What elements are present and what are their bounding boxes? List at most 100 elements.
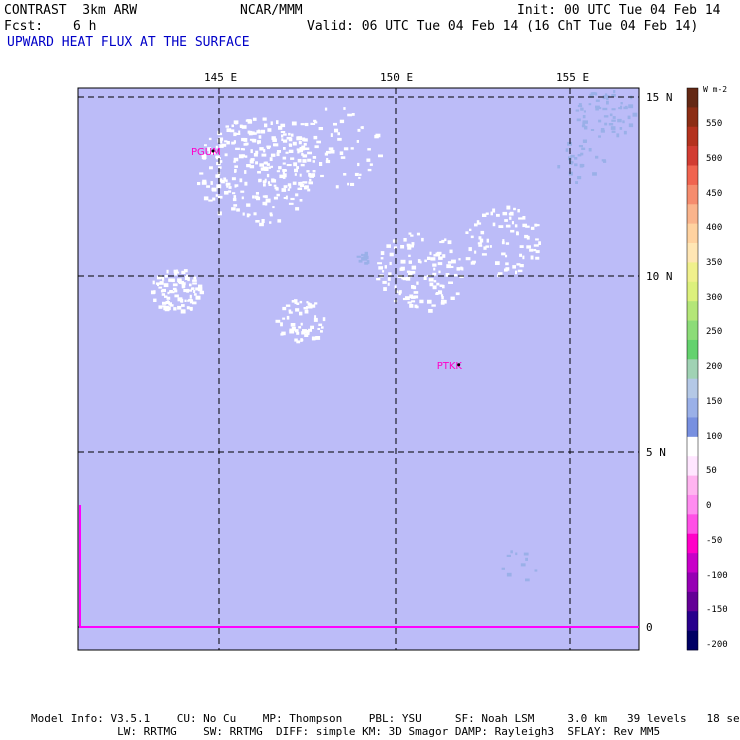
flux-cell bbox=[281, 134, 284, 138]
model-info-line1: Model Info: V3.5.1 CU: No Cu MP: Thompso… bbox=[31, 712, 740, 725]
flux-cell bbox=[421, 237, 424, 242]
colorbar-label: 450 bbox=[706, 188, 723, 199]
flux-cell bbox=[604, 122, 608, 126]
flux-cell bbox=[512, 265, 516, 269]
flux-cell bbox=[411, 271, 416, 274]
flux-cell bbox=[411, 265, 417, 270]
flux-cell bbox=[167, 291, 170, 295]
model-title: CONTRAST 3km ARW bbox=[4, 3, 138, 18]
flux-cell bbox=[413, 295, 419, 299]
flux-cell bbox=[283, 147, 286, 150]
flux-cell bbox=[523, 552, 529, 556]
flux-cell bbox=[482, 213, 487, 217]
flux-cell bbox=[207, 147, 212, 151]
flux-cell bbox=[516, 263, 521, 266]
flux-cell bbox=[611, 94, 616, 97]
colorbar-swatch bbox=[687, 281, 698, 302]
flux-cell bbox=[206, 185, 210, 188]
flux-cell bbox=[515, 552, 518, 556]
org-label: NCAR/MMM bbox=[240, 3, 303, 18]
flux-cell bbox=[228, 186, 232, 189]
flux-cell bbox=[201, 155, 207, 159]
flux-cell bbox=[298, 326, 302, 329]
flux-cell bbox=[595, 105, 600, 109]
colorbar-frame bbox=[686, 87, 699, 651]
flux-cell bbox=[380, 251, 385, 255]
flux-cell bbox=[224, 153, 228, 157]
colorbar-swatch bbox=[687, 320, 698, 341]
colorbar-swatch bbox=[687, 184, 698, 205]
flux-cell bbox=[177, 278, 182, 283]
flux-cell bbox=[233, 160, 236, 163]
flux-cell bbox=[282, 169, 287, 172]
flux-cell bbox=[470, 235, 474, 239]
flux-cell bbox=[289, 329, 295, 334]
flux-cell bbox=[485, 245, 489, 248]
flux-cell bbox=[253, 212, 257, 216]
flux-cell bbox=[400, 259, 406, 264]
flux-cell bbox=[282, 171, 285, 175]
flux-cell bbox=[286, 136, 292, 140]
flux-cell bbox=[601, 159, 606, 162]
flux-cell bbox=[282, 306, 287, 311]
flux-cell bbox=[229, 129, 235, 133]
flux-cell bbox=[300, 322, 303, 326]
flux-cell bbox=[408, 273, 413, 277]
flux-cell bbox=[226, 141, 230, 145]
colorbar-label: 150 bbox=[706, 396, 723, 407]
flux-cell bbox=[590, 129, 595, 131]
flux-cell bbox=[299, 300, 303, 304]
flux-cell bbox=[294, 173, 297, 176]
flux-cell bbox=[407, 301, 412, 304]
flux-cell bbox=[299, 141, 302, 144]
flux-cell bbox=[492, 222, 496, 227]
flux-cell bbox=[244, 181, 248, 186]
flux-cell bbox=[427, 256, 431, 260]
flux-cell bbox=[209, 166, 213, 170]
flux-cell bbox=[255, 220, 260, 223]
flux-cell bbox=[252, 132, 257, 135]
flux-cell bbox=[400, 266, 405, 271]
flux-cell bbox=[441, 239, 445, 243]
flux-cell bbox=[276, 193, 280, 197]
flux-cell bbox=[172, 287, 177, 291]
flux-cell bbox=[292, 181, 297, 185]
flux-cell bbox=[407, 246, 412, 250]
flux-cell bbox=[313, 119, 317, 122]
flux-cell bbox=[340, 156, 346, 159]
flux-cell bbox=[529, 248, 534, 252]
flux-cell bbox=[303, 307, 308, 310]
station-label: PTKK bbox=[437, 361, 463, 372]
flux-cell bbox=[244, 155, 248, 158]
flux-cell bbox=[158, 305, 163, 309]
flux-cell bbox=[225, 182, 231, 186]
flux-cell bbox=[376, 278, 381, 281]
flux-cell bbox=[173, 269, 178, 274]
flux-cell bbox=[314, 302, 318, 305]
flux-cell bbox=[256, 196, 261, 201]
flux-cell bbox=[474, 250, 477, 254]
flux-cell bbox=[186, 288, 189, 293]
flux-cell bbox=[450, 265, 454, 268]
flux-cell bbox=[192, 282, 197, 285]
flux-cell bbox=[438, 270, 441, 274]
colorbar-swatch bbox=[687, 359, 698, 379]
flux-cell bbox=[460, 266, 463, 270]
flux-cell bbox=[321, 326, 324, 329]
flux-cell bbox=[445, 273, 450, 277]
flux-cell bbox=[208, 151, 213, 155]
flux-cell bbox=[485, 212, 489, 215]
flux-cell bbox=[501, 241, 505, 245]
flux-cell bbox=[220, 180, 225, 184]
flux-cell bbox=[189, 283, 192, 287]
flux-cell bbox=[459, 275, 464, 278]
flux-cell bbox=[598, 119, 602, 123]
flux-cell bbox=[410, 296, 416, 299]
flux-cell bbox=[259, 147, 264, 151]
flux-cell bbox=[283, 197, 288, 199]
flux-cell bbox=[496, 213, 500, 217]
flux-cell bbox=[239, 178, 243, 183]
flux-cell bbox=[446, 264, 451, 269]
colorbar-swatch bbox=[687, 88, 698, 108]
flux-cell bbox=[602, 95, 606, 100]
